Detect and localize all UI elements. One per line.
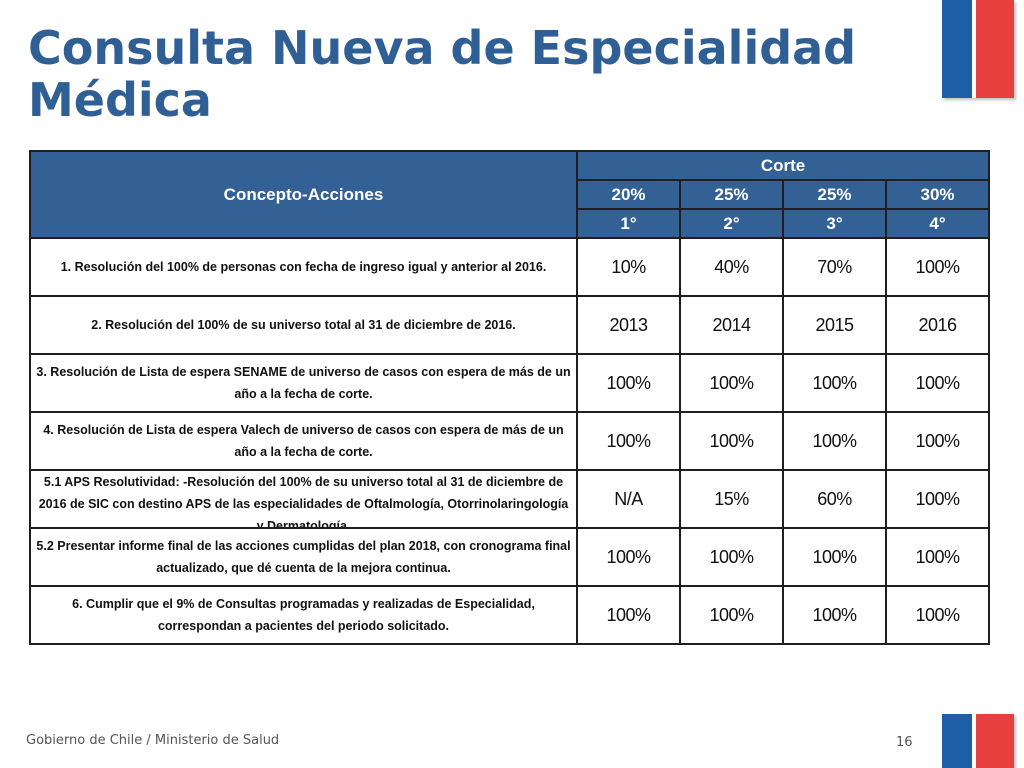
value-cell: 100% xyxy=(782,353,887,413)
value-cell: 100% xyxy=(576,585,681,645)
value-cell: 100% xyxy=(576,527,681,587)
corte-number-header: 4° xyxy=(884,208,991,239)
value-cell: 2015 xyxy=(782,295,887,355)
table-row: 1. Resolución del 100% de personas con f… xyxy=(29,237,991,297)
percent-header: 20% xyxy=(576,179,681,210)
value-cell: 100% xyxy=(884,585,991,645)
value-cell: 100% xyxy=(884,527,991,587)
chile-flag-logo xyxy=(942,714,1014,768)
concept-text: 5.2 Presentar informe final de las accio… xyxy=(36,539,571,575)
page-number: 16 xyxy=(896,735,913,750)
table-row: 4. Resolución de Lista de espera Valech … xyxy=(29,411,991,471)
slide-title: Consulta Nueva de Especialidad Médica xyxy=(28,21,857,127)
concept-text: 6. Cumplir que el 9% de Consultas progra… xyxy=(72,597,535,633)
table-row: 2. Resolución del 100% de su universo to… xyxy=(29,295,991,355)
value-cell: 100% xyxy=(884,353,991,413)
value-cell: 2013 xyxy=(576,295,681,355)
corte-number-header: 1° xyxy=(576,208,681,239)
corte-number-header: 3° xyxy=(782,208,887,239)
table-row: 6. Cumplir que el 9% de Consultas progra… xyxy=(29,585,991,645)
value-cell: 2014 xyxy=(679,295,784,355)
value-cell: 100% xyxy=(782,411,887,471)
chile-flag-logo xyxy=(942,0,1014,98)
corte-header: Corte xyxy=(575,150,991,181)
concept-text: 4. Resolución de Lista de espera Valech … xyxy=(43,423,564,459)
value-cell: 100% xyxy=(576,411,681,471)
value-cell: 10% xyxy=(576,237,681,297)
concept-text: 3. Resolución de Lista de espera SENAME … xyxy=(36,365,571,401)
concept-text: 2. Resolución del 100% de su universo to… xyxy=(91,318,516,332)
value-cell: 100% xyxy=(782,527,887,587)
percent-header: 30% xyxy=(884,179,991,210)
table-row: 5.2 Presentar informe final de las accio… xyxy=(29,527,991,587)
value-cell: 100% xyxy=(679,411,784,471)
footer-text: Gobierno de Chile / Ministerio de Salud xyxy=(26,733,280,748)
value-cell: 100% xyxy=(884,411,991,471)
corte-number-header: 2° xyxy=(679,208,784,239)
value-cell: 100% xyxy=(884,237,991,297)
value-cell: 100% xyxy=(679,353,784,413)
concept-text: 5.1 APS Resolutividad: -Resolución del 1… xyxy=(38,475,569,527)
value-cell: 15% xyxy=(679,469,784,529)
value-cell: 70% xyxy=(782,237,887,297)
value-cell: 100% xyxy=(679,527,784,587)
goals-table: Concepto-Acciones Corte 20% 25% 25% 30% … xyxy=(29,150,991,645)
value-cell: 100% xyxy=(679,585,784,645)
value-cell: N/A xyxy=(576,469,681,529)
table-row: 3. Resolución de Lista de espera SENAME … xyxy=(29,353,991,413)
value-cell: 2016 xyxy=(884,295,991,355)
value-cell: 100% xyxy=(782,585,887,645)
value-cell: 60% xyxy=(782,469,887,529)
value-cell: 100% xyxy=(884,469,991,529)
percent-header: 25% xyxy=(782,179,887,210)
concept-header: Concepto-Acciones xyxy=(29,150,578,239)
concept-text: 1. Resolución del 100% de personas con f… xyxy=(60,260,547,274)
value-cell: 100% xyxy=(576,353,681,413)
percent-header: 25% xyxy=(679,179,784,210)
table-row: 5.1 APS Resolutividad: -Resolución del 1… xyxy=(29,469,991,529)
value-cell: 40% xyxy=(679,237,784,297)
